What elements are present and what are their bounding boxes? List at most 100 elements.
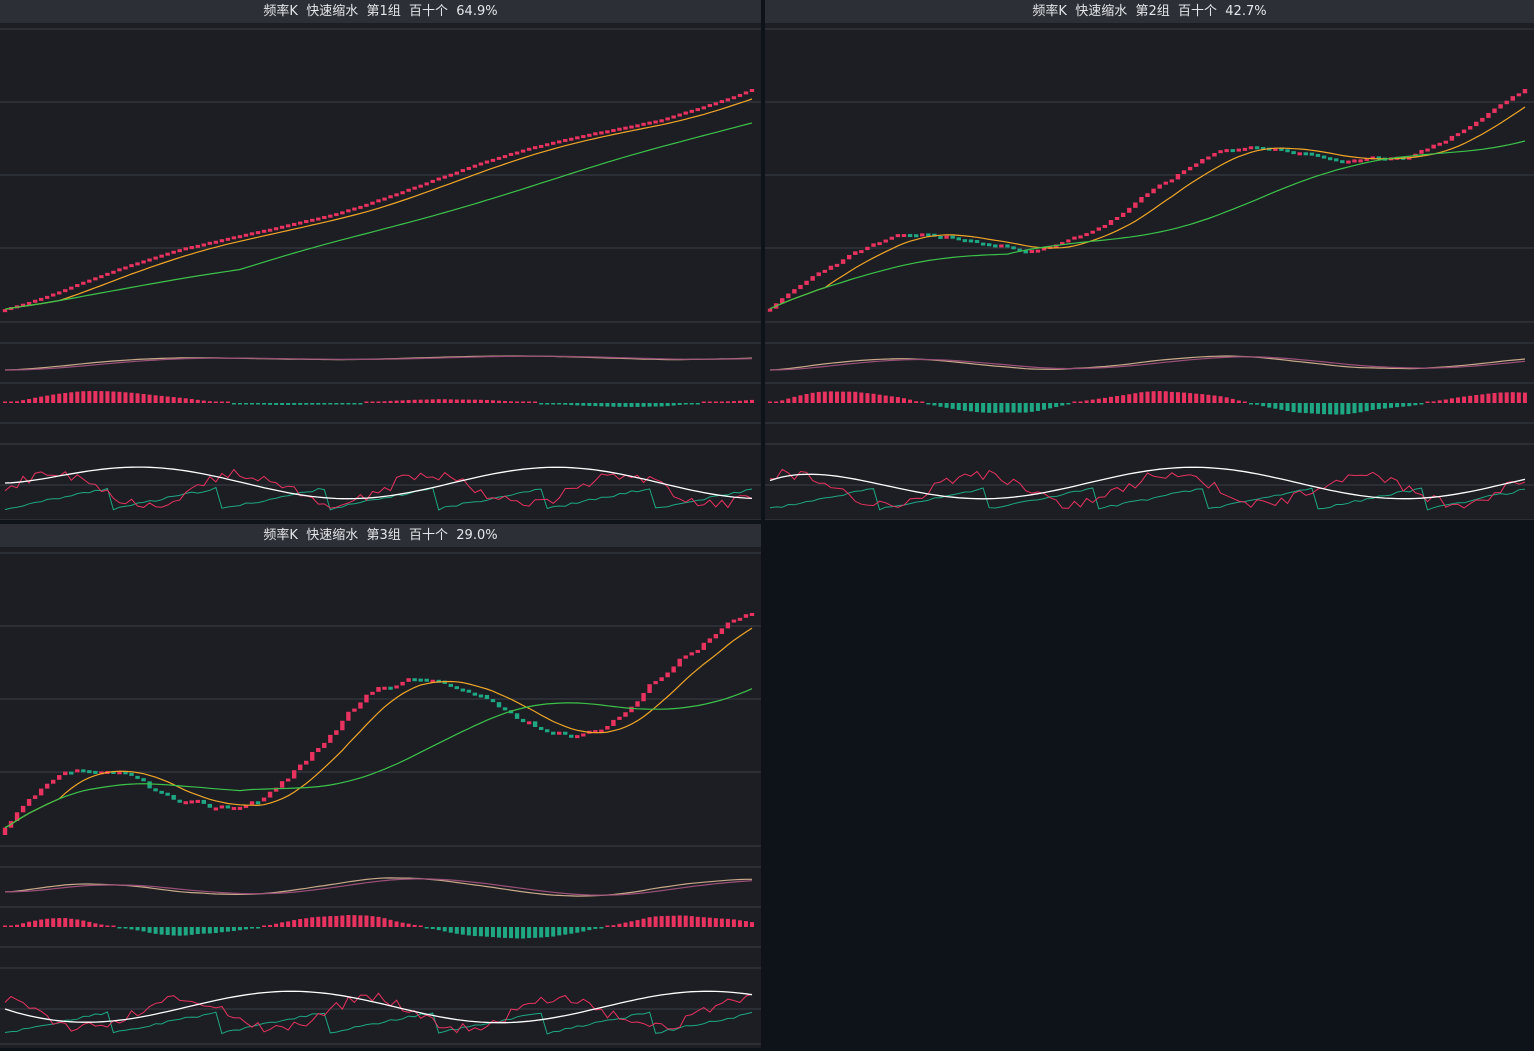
candle [550, 731, 556, 735]
macd-bar [87, 921, 92, 927]
candle [249, 801, 255, 805]
macd-bar [527, 927, 532, 939]
macd-bar [707, 401, 712, 403]
candle [834, 263, 840, 267]
macd-bar [1474, 394, 1479, 403]
macd-bar [382, 918, 387, 927]
macd-bar [1328, 403, 1333, 415]
candle [1090, 230, 1095, 234]
candle [737, 93, 743, 97]
macd-bar [93, 391, 98, 403]
macd-bar [243, 403, 248, 405]
candle [974, 240, 980, 244]
macd-bar [521, 401, 526, 403]
candle [484, 694, 490, 700]
candle [635, 701, 640, 707]
candle [117, 771, 122, 775]
candle [165, 252, 170, 256]
macd-bar [1468, 395, 1473, 403]
candle [159, 254, 164, 258]
ma-short-line [769, 106, 1526, 310]
candle [653, 120, 658, 124]
candle [659, 119, 664, 123]
chart-canvas-2[interactable] [765, 23, 1534, 520]
macd-bar [310, 403, 315, 405]
macd-bar [111, 391, 116, 403]
candle [1060, 242, 1065, 246]
candle [792, 289, 797, 294]
candle [1443, 140, 1449, 144]
candle [1321, 155, 1327, 159]
candle [707, 104, 713, 108]
macd-bar [743, 921, 748, 927]
macd-bar [21, 400, 26, 403]
candle [581, 135, 586, 139]
macd-bar [1248, 403, 1253, 405]
candle [454, 171, 460, 175]
chart-canvas-1[interactable] [0, 23, 761, 520]
macd-bar [647, 917, 652, 927]
macd-bar [1315, 403, 1320, 414]
macd-bar [509, 401, 514, 403]
macd-bar [647, 403, 652, 407]
macd-bar [804, 393, 809, 403]
macd-bar [171, 927, 176, 936]
macd-bar [1346, 403, 1351, 415]
macd-bar [1395, 403, 1400, 408]
macd-bar [334, 403, 339, 405]
chart-canvas-3[interactable] [0, 547, 761, 1048]
macd-bar [316, 403, 321, 405]
candle [859, 250, 864, 254]
macd-bar [412, 924, 417, 927]
candle [346, 711, 351, 721]
candle [26, 301, 32, 305]
candle [605, 130, 610, 134]
candle [1194, 163, 1199, 167]
macd-bar [135, 393, 140, 403]
candle [695, 108, 700, 112]
candle [189, 800, 194, 804]
macd-bar [496, 927, 501, 938]
macd-bar [9, 925, 14, 927]
macd-bar [57, 918, 62, 927]
candle [593, 132, 598, 136]
candle [340, 720, 345, 731]
candle [895, 234, 901, 238]
candle [901, 234, 907, 238]
macd-bar [388, 400, 393, 403]
macd-bar [201, 927, 206, 934]
macd-bar [454, 927, 459, 934]
macd-bar [1060, 403, 1065, 406]
macd-bar [177, 397, 182, 403]
candle [225, 805, 231, 809]
macd-bar [689, 916, 694, 927]
candle [605, 725, 610, 730]
macd-bar [1090, 399, 1095, 403]
macd-bar [701, 401, 706, 403]
macd-bar [382, 401, 387, 403]
macd-bar [1401, 403, 1406, 407]
macd-bar [1188, 393, 1193, 403]
macd-bar [701, 917, 706, 927]
candle [352, 708, 357, 712]
macd-bar [219, 401, 224, 403]
macd-bar [587, 927, 592, 931]
candle [466, 166, 472, 170]
candle [81, 281, 86, 285]
candle [1066, 239, 1071, 243]
candle [1139, 196, 1144, 203]
macd-bar [352, 403, 357, 405]
candle [1352, 159, 1357, 163]
candle [828, 265, 834, 270]
macd-bar [545, 927, 550, 938]
candle [641, 692, 646, 702]
macd-bar [968, 403, 973, 412]
macd-bar [430, 399, 435, 403]
candle [171, 250, 176, 254]
macd-bar [993, 403, 998, 413]
candle [853, 251, 858, 255]
candle [647, 684, 652, 693]
candle [1108, 219, 1114, 225]
candle [123, 771, 128, 775]
macd-bar [1182, 392, 1187, 403]
